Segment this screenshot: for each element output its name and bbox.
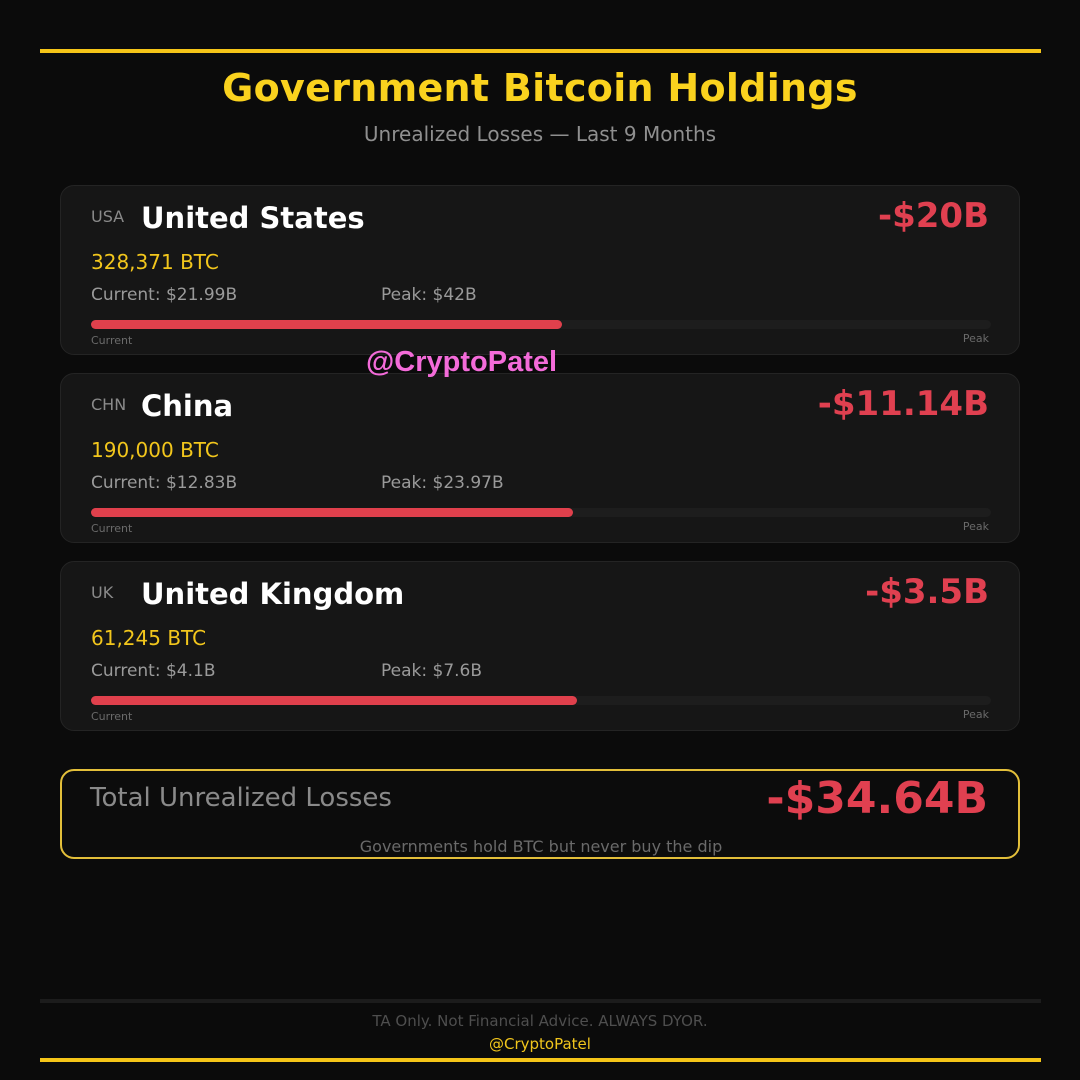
total-label: Total Unrealized Losses bbox=[90, 783, 392, 813]
btc-amount: 61,245 BTC bbox=[91, 626, 207, 650]
loss-value: -$20B bbox=[878, 196, 989, 236]
current-value: Current: $21.99B bbox=[91, 285, 238, 305]
peak-value: Peak: $42B bbox=[381, 285, 477, 305]
country-name: United States bbox=[141, 201, 365, 235]
watermark: @CryptoPatel bbox=[366, 346, 558, 378]
bar-start-label: Current bbox=[91, 522, 133, 535]
holding-card: UK United Kingdom -$3.5B 61,245 BTC Current:… bbox=[60, 561, 1020, 731]
progress-bar-fill bbox=[91, 696, 577, 705]
progress-track bbox=[91, 320, 991, 329]
country-code: UK bbox=[91, 583, 114, 602]
country-code: CHN bbox=[91, 395, 127, 414]
total-losses-box: Total Unrealized Losses -$34.64B Governm… bbox=[60, 769, 1020, 859]
bar-end-label: Peak bbox=[962, 332, 989, 345]
top-accent-line bbox=[40, 49, 1041, 53]
country-name: United Kingdom bbox=[141, 577, 405, 611]
disclaimer: TA Only. Not Financial Advice. ALWAYS DY… bbox=[372, 1012, 708, 1030]
loss-value: -$11.14B bbox=[817, 384, 989, 424]
bar-start-label: Current bbox=[91, 334, 133, 347]
bar-start-label: Current bbox=[91, 710, 133, 723]
country-name: China bbox=[141, 389, 234, 423]
btc-amount: 328,371 BTC bbox=[91, 250, 219, 274]
progress-track bbox=[91, 508, 991, 517]
country-code: USA bbox=[91, 207, 125, 226]
current-value: Current: $12.83B bbox=[91, 473, 238, 493]
holding-card: USA United States -$20B 328,371 BTC Current:… bbox=[60, 185, 1020, 355]
bar-end-label: Peak bbox=[962, 708, 989, 721]
page-title: Government Bitcoin Holdings bbox=[222, 66, 858, 110]
btc-amount: 190,000 BTC bbox=[91, 438, 219, 462]
bottom-accent-line bbox=[40, 1058, 1041, 1062]
loss-value: -$3.5B bbox=[865, 572, 989, 612]
total-value: -$34.64B bbox=[766, 773, 988, 824]
peak-value: Peak: $23.97B bbox=[381, 473, 504, 493]
holding-card: CHN China -$11.14B 190,000 BTC Current: $12.… bbox=[60, 373, 1020, 543]
total-note: Governments hold BTC but never buy the d… bbox=[359, 837, 723, 856]
footer-divider bbox=[40, 999, 1041, 1003]
peak-value: Peak: $7.6B bbox=[381, 661, 483, 681]
current-value: Current: $4.1B bbox=[91, 661, 216, 681]
bar-end-label: Peak bbox=[962, 520, 989, 533]
progress-bar-fill bbox=[91, 508, 573, 517]
author-handle: @CryptoPatel bbox=[489, 1035, 591, 1053]
progress-track bbox=[91, 696, 991, 705]
progress-bar-fill bbox=[91, 320, 563, 329]
page-subtitle: Unrealized Losses — Last 9 Months bbox=[363, 122, 717, 146]
